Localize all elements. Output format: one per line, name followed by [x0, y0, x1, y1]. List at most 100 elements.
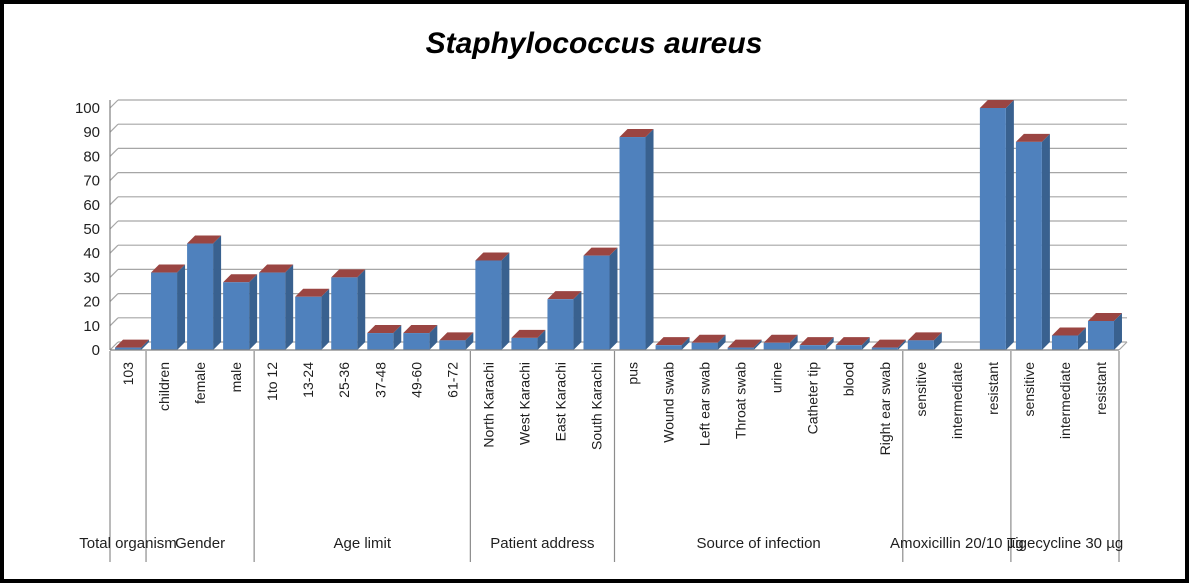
- bar-top-North Karachi: [475, 252, 510, 261]
- bar-side-49-60: [429, 325, 438, 350]
- y-tick-label: 30: [83, 269, 100, 286]
- bar-side-1to 12: [285, 264, 294, 350]
- bar-side-61-72: [465, 332, 474, 350]
- bar-49-60: [403, 333, 430, 350]
- category-label-Throat swab: Throat swab: [733, 362, 749, 439]
- bar-top-Catheter tip: [799, 337, 834, 346]
- gridline-bevel: [109, 147, 119, 157]
- gridline-bevel: [109, 123, 119, 133]
- bar-Right ear swab: [871, 347, 898, 350]
- bar-side-intermediate: [1077, 327, 1086, 350]
- bar-Catheter tip: [799, 345, 826, 350]
- bar-top-West Karachi: [511, 329, 546, 338]
- y-tick-label: 90: [83, 124, 100, 141]
- bar-top-1to 12: [259, 264, 294, 273]
- category-label-East Karachi: East Karachi: [552, 362, 568, 441]
- floor-right-bevel: [1118, 341, 1128, 351]
- gridline-bevel: [109, 317, 119, 327]
- bar-top-resistant: [1087, 312, 1122, 321]
- category-label-1to 12: 1to 12: [264, 362, 280, 401]
- category-label-49-60: 49-60: [408, 362, 424, 398]
- bar-37-48: [367, 333, 394, 350]
- bar-female: [187, 243, 214, 350]
- bar-top-49-60: [403, 325, 438, 334]
- bar-top-intermediate: [1051, 327, 1086, 336]
- y-tick-label: 40: [83, 245, 100, 262]
- category-label-Right ear swab: Right ear swab: [877, 362, 893, 456]
- bar-25-36: [331, 277, 358, 350]
- bar-top-urine: [763, 334, 798, 343]
- plot-area: 0 10 20 30 40 50 60 70 80 90 100 103 children female m…: [75, 99, 1128, 562]
- bar-top-female: [187, 235, 222, 244]
- gridline-bevel: [109, 196, 119, 206]
- bar-103: [115, 347, 142, 350]
- bar-top-13-24: [295, 288, 330, 297]
- bar-top-sensitive: [907, 332, 942, 341]
- bar-13-24: [295, 296, 322, 350]
- category-label-103: 103: [120, 362, 136, 386]
- category-label-male: male: [228, 362, 244, 393]
- bar-side-Left ear swab: [717, 334, 726, 350]
- bar-side-Catheter tip: [825, 337, 834, 350]
- group-label-Patient address: Patient address: [490, 535, 594, 552]
- category-label-South Karachi: South Karachi: [588, 362, 604, 450]
- bar-top-resistant: [979, 100, 1014, 108]
- bar-pus: [619, 137, 646, 350]
- bar-side-resistant: [1005, 100, 1014, 350]
- bar-West Karachi: [511, 337, 538, 350]
- bar-North Karachi: [475, 260, 502, 350]
- category-label-West Karachi: West Karachi: [516, 362, 532, 445]
- category-label-sensitive: sensitive: [913, 362, 929, 417]
- bar-side-sensitive: [933, 332, 942, 350]
- category-label-25-36: 25-36: [336, 362, 352, 398]
- group-label-Gender: Gender: [175, 535, 225, 552]
- bar-side-female: [213, 235, 222, 350]
- y-tick-label: 50: [83, 221, 100, 238]
- bar-top-Wound swab: [655, 337, 690, 346]
- bar-side-South Karachi: [609, 247, 618, 350]
- category-label-Catheter tip: Catheter tip: [805, 362, 821, 435]
- category-label-urine: urine: [769, 362, 785, 393]
- category-label-children: children: [156, 362, 172, 411]
- bar-Left ear swab: [691, 342, 718, 350]
- gridline-bevel: [109, 268, 119, 278]
- bar-resistant: [979, 108, 1006, 350]
- gridline-bevel: [109, 244, 119, 254]
- bar-Throat swab: [727, 347, 754, 350]
- category-label-61-72: 61-72: [444, 362, 460, 398]
- group-label-Amoxicillin 20/10 µg: Amoxicillin 20/10 µg: [890, 535, 1024, 552]
- bar-side-25-36: [357, 269, 366, 350]
- bar-sensitive: [907, 340, 934, 350]
- bar-side-urine: [789, 334, 798, 350]
- bar-side-Throat swab: [753, 339, 762, 350]
- bar-intermediate: [1051, 335, 1078, 350]
- bar-children: [151, 272, 178, 350]
- category-label-North Karachi: North Karachi: [480, 362, 496, 448]
- y-tick-label: 70: [83, 173, 100, 190]
- bar-side-West Karachi: [537, 329, 546, 350]
- group-label-Age limit: Age limit: [333, 535, 391, 552]
- bar-side-Wound swab: [681, 337, 690, 350]
- category-label-intermediate: intermediate: [1057, 362, 1073, 439]
- bar-top-25-36: [331, 269, 366, 278]
- bar-side-blood: [861, 337, 870, 350]
- bar-1to 12: [259, 272, 286, 350]
- bar-side-resistant: [1113, 312, 1122, 350]
- bar-top-male: [223, 274, 258, 283]
- bar-top-children: [151, 264, 186, 273]
- bar-resistant: [1087, 320, 1114, 350]
- bar-side-37-48: [393, 325, 402, 350]
- category-label-resistant: resistant: [985, 362, 1001, 415]
- group-label-Source of infection: Source of infection: [697, 535, 821, 552]
- category-label-pus: pus: [625, 362, 641, 385]
- y-tick-label: 60: [83, 197, 100, 214]
- bar-side-East Karachi: [573, 291, 582, 350]
- bar-top-South Karachi: [583, 247, 618, 256]
- category-label-37-48: 37-48: [372, 362, 388, 398]
- group-label-Total organism: Total organism: [79, 535, 177, 552]
- category-label-Wound swab: Wound swab: [661, 362, 677, 443]
- bar-South Karachi: [583, 255, 610, 350]
